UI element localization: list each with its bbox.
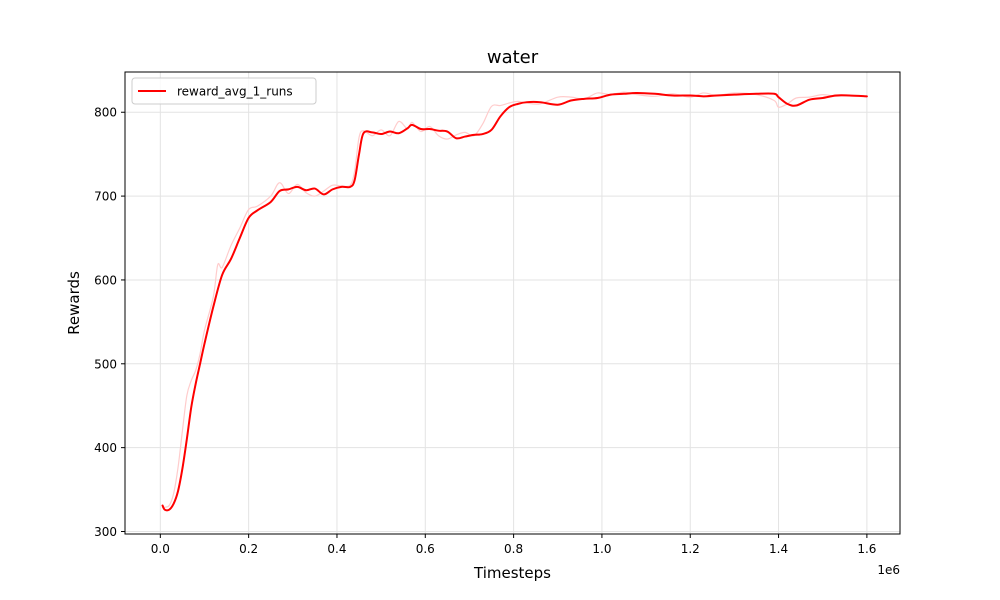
x-tick-label: 0.2 xyxy=(239,542,258,556)
y-tick-label: 400 xyxy=(94,441,117,455)
smoothed-reward-line xyxy=(161,91,868,512)
chart-title: water xyxy=(487,47,539,68)
x-tick-label: 0.4 xyxy=(327,542,346,556)
legend-box xyxy=(131,77,317,105)
x-axis-offset-label: 1e6 xyxy=(877,563,900,577)
y-axis-title: Rewards xyxy=(65,271,83,335)
x-tick-label: 0.8 xyxy=(504,542,523,556)
y-tick-label: 500 xyxy=(94,357,117,371)
x-axis-title: Timesteps xyxy=(473,564,551,582)
y-tick-label: 300 xyxy=(94,525,117,539)
grid-lines xyxy=(125,72,900,534)
x-tick-label: 1.4 xyxy=(769,542,788,556)
x-tick-label: 1.2 xyxy=(681,542,700,556)
plot-frame xyxy=(124,71,901,535)
legend: reward_avg_1_runs xyxy=(131,77,317,105)
x-tick-label: 1.0 xyxy=(592,542,611,556)
axis-ticks: 0.0 0.2 0.4 0.6 0.8 1.0 1.2 1.4 1.6 300 400 500 600 7… xyxy=(94,106,876,556)
y-tick-label: 600 xyxy=(94,273,117,287)
series-lines xyxy=(161,91,868,512)
y-tick-label: 800 xyxy=(94,106,117,120)
x-tick-label: 1.6 xyxy=(857,542,876,556)
legend-label: reward_avg_1_runs xyxy=(177,85,293,99)
x-tick-label: 0.6 xyxy=(416,542,435,556)
x-tick-label: 0.0 xyxy=(151,542,170,556)
y-tick-label: 700 xyxy=(94,190,117,204)
